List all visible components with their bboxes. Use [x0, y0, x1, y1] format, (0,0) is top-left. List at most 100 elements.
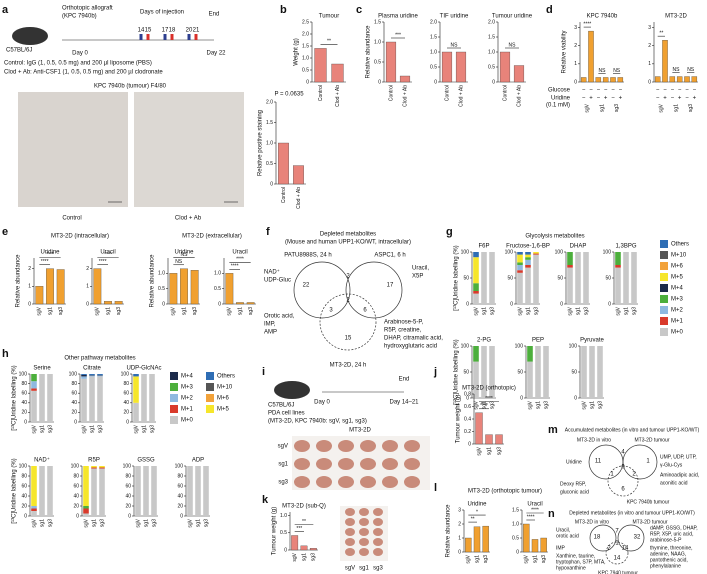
x-tick-label: sgV — [527, 400, 533, 409]
y-tick-label: 1.0 — [488, 49, 495, 55]
y-tick-label: 20 — [71, 410, 77, 416]
injection-mark — [187, 34, 191, 40]
y-tick-label: 50 — [463, 369, 469, 375]
y-tick-label: 1 — [574, 61, 577, 67]
y-tick-label: 1.5 — [302, 43, 309, 49]
bar-segment — [481, 346, 487, 398]
label: sg3 — [278, 480, 288, 486]
x-tick-label: sgV — [187, 518, 193, 527]
tumour — [404, 440, 420, 452]
bar-segment — [517, 265, 523, 271]
significance: **** — [236, 257, 244, 263]
significance: NS — [613, 68, 621, 74]
bar — [617, 77, 624, 83]
x-tick-label: sg1 — [39, 425, 45, 433]
label: PDA cell lines — [268, 411, 305, 417]
chart-title: MT3-2D (orthotopic) — [462, 386, 516, 392]
tumour — [338, 458, 354, 470]
legend-label: M+10 — [671, 253, 687, 259]
x-tick-label: sg3 — [496, 447, 502, 455]
venn-count: 32 — [634, 535, 641, 541]
bar-segment — [615, 252, 621, 265]
x-tick-label: sg1 — [141, 425, 147, 433]
bar — [513, 65, 525, 83]
bar-segment — [89, 376, 95, 422]
y-tick-label: 20 — [125, 503, 131, 509]
x-tick-label: sg1 — [89, 425, 95, 433]
legend-label: M+3 — [671, 297, 684, 303]
label: Clod + Ab — [175, 216, 202, 222]
x-tick-label: sg3 — [203, 519, 209, 527]
glucose-sign: − — [656, 88, 660, 94]
legend-swatch — [206, 405, 214, 413]
bar-segment — [489, 252, 495, 304]
chart-title: UDP-GlcNAc — [126, 366, 161, 372]
bar-segment — [47, 466, 53, 516]
x-tick-label: sg1 — [47, 307, 53, 315]
label: Uracil, — [412, 266, 429, 272]
glucose-sign: − — [663, 88, 667, 94]
mouse-icon — [274, 381, 310, 399]
label: Depleted metabolites — [320, 232, 376, 238]
significance: NS — [509, 42, 517, 48]
y-tick-label: 0.5 — [430, 64, 437, 70]
bar — [595, 77, 602, 83]
bar-segment — [589, 346, 595, 398]
bar-segment — [97, 374, 103, 375]
bar-segment — [135, 466, 141, 516]
label: aconitic acid — [660, 480, 688, 486]
x-tick-label: sg3 — [58, 307, 64, 315]
bar — [441, 51, 453, 83]
group-label: sg3 — [688, 104, 694, 112]
bar-segment — [99, 468, 105, 516]
glucose-sign: − — [685, 88, 689, 94]
chart-title: Pyruvate — [580, 338, 604, 344]
bar — [114, 301, 123, 305]
significance: *** — [395, 32, 401, 38]
y-axis-label: Tumour weight (g) — [456, 395, 462, 443]
y-tick-label: 0 — [510, 301, 513, 307]
panel-letter: h — [2, 348, 9, 360]
y-tick-label: 0 — [648, 79, 651, 85]
label: MT3-2D (intracellular) — [51, 234, 109, 240]
y-tick-label: 0 — [24, 419, 27, 425]
bar-segment — [525, 267, 531, 304]
x-tick-label: sg3 — [489, 307, 495, 315]
glucose-sign: − — [619, 88, 623, 94]
label: DHAP, citramalic acid, — [384, 336, 443, 342]
bar — [482, 525, 489, 553]
y-tick-label: 0 — [126, 419, 129, 425]
significance: **** — [531, 507, 539, 513]
x-tick-label: sg1 — [481, 307, 487, 315]
y-tick-label: 0 — [128, 513, 131, 519]
y-tick-label: 40 — [123, 400, 129, 406]
bar-segment — [31, 374, 37, 382]
tumour — [359, 538, 369, 546]
y-tick-label: 20 — [73, 503, 79, 509]
panel-letter: g — [446, 226, 453, 238]
y-tick-label: 0 — [516, 549, 519, 555]
y-tick-label: 0 — [574, 395, 577, 401]
x-tick-label: sg3 — [597, 401, 603, 409]
bar-segment — [575, 252, 581, 304]
glucose-sign: − — [597, 88, 601, 94]
bar-segment — [543, 346, 549, 398]
label: Day 0 — [314, 400, 330, 406]
significance: **** — [99, 259, 107, 265]
y-tick-label: 2.0 — [488, 19, 495, 25]
bar — [654, 76, 661, 83]
legend-label: M+2 — [671, 308, 684, 314]
chart-title: Serine — [33, 366, 51, 372]
y-tick-label: 0 — [180, 513, 183, 519]
legend-swatch — [170, 372, 178, 380]
venn-count: 18 — [594, 535, 601, 541]
chart-title: Fructose-1,6-BP — [506, 244, 550, 250]
venn-count: 4 — [621, 450, 625, 456]
y-tick-label: 0 — [574, 79, 577, 85]
y-axis-label: Tumour weight (g) — [272, 507, 278, 555]
y-tick-label: 0 — [74, 419, 77, 425]
y-tick-label: 20 — [21, 410, 27, 416]
bar-segment — [39, 374, 45, 422]
bar — [610, 77, 616, 83]
significance: ** — [471, 516, 475, 522]
